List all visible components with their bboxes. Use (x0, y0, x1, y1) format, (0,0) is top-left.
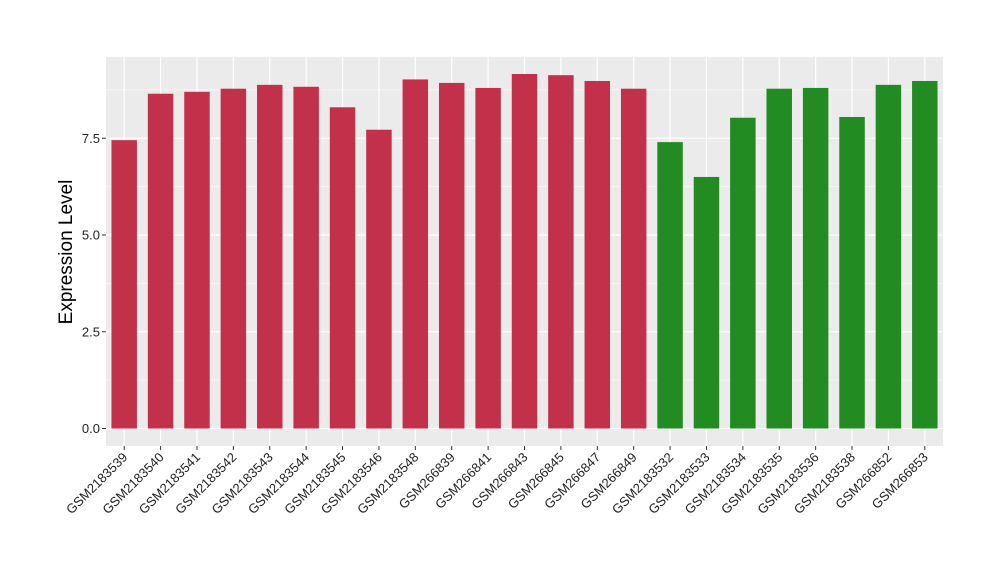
bar-GSM266852 (875, 84, 902, 429)
y-axis-label: Expression Level (56, 180, 77, 325)
bar-GSM2183535 (766, 88, 792, 429)
bar-GSM2183543 (257, 84, 283, 429)
y-tick-label: 0.0 (82, 421, 100, 436)
bar-GSM2183545 (329, 107, 356, 429)
bar-GSM266843 (511, 74, 538, 429)
bar-GSM266853 (912, 80, 938, 429)
bar-GSM2183532 (657, 142, 683, 429)
bars (111, 74, 938, 429)
bar-GSM2183540 (147, 93, 174, 429)
bar-GSM266839 (438, 82, 465, 429)
bar-GSM2183534 (730, 117, 756, 429)
bar-GSM2183548 (402, 79, 429, 429)
y-axis: 0.0 2.5 5.0 7.5 (82, 131, 106, 436)
bar-GSM2183544 (293, 86, 319, 429)
bar-GSM2183533 (693, 176, 720, 429)
bar-GSM266849 (620, 88, 647, 429)
bar-GSM266847 (584, 80, 611, 429)
bar-GSM2183536 (802, 87, 829, 429)
x-axis: GSM2183539GSM2183540GSM2183541GSM2183542… (63, 446, 931, 517)
bar-GSM266845 (548, 75, 574, 429)
bar-GSM2183542 (220, 88, 247, 429)
bar-GSM266841 (475, 87, 501, 429)
y-tick-label: 5.0 (82, 228, 100, 243)
bar-GSM2183541 (184, 91, 210, 429)
bar-GSM2183538 (839, 116, 865, 429)
bar-GSM2183546 (366, 129, 392, 429)
x-tick-label: GSM2183539 (63, 450, 130, 517)
y-tick-label: 7.5 (82, 131, 100, 146)
bar-GSM2183539 (111, 140, 137, 429)
y-tick-label: 2.5 (82, 324, 100, 339)
